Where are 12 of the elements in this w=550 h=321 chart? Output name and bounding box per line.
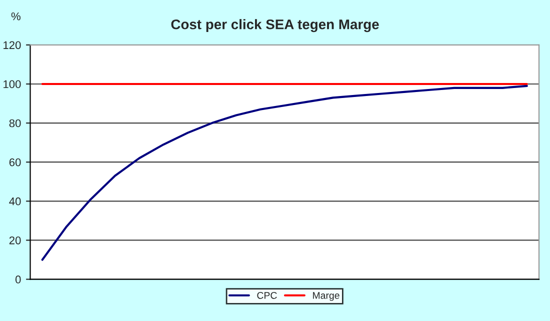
y-tick-label: 60 xyxy=(9,158,21,166)
legend-label: Marge xyxy=(313,292,340,301)
legend-label: CPC xyxy=(257,292,277,299)
line-series xyxy=(41,84,528,261)
y-axis-title: % xyxy=(11,12,20,20)
y-tick-label: 0 xyxy=(15,276,21,284)
y-tick-label: 120 xyxy=(4,41,21,50)
y-tick-label: 100 xyxy=(4,80,21,88)
chart-title: Cost per click SEA tegen Marge xyxy=(171,19,379,32)
y-tick-label: 80 xyxy=(9,119,21,128)
y-tick-label: 20 xyxy=(9,236,21,244)
y-tick-label: 40 xyxy=(9,197,21,206)
